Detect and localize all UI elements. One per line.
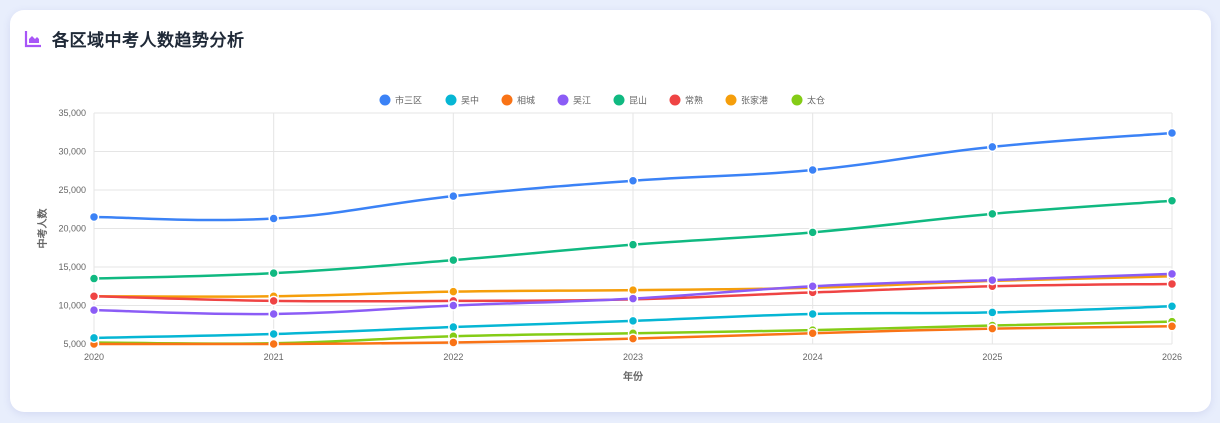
y-tick-label: 25,000 <box>58 185 86 195</box>
data-point[interactable] <box>627 315 639 327</box>
legend-dot-icon <box>669 94 681 106</box>
data-point[interactable] <box>807 308 818 320</box>
y-axis-title: 中考人数 <box>36 208 49 249</box>
data-point[interactable] <box>807 227 818 238</box>
legend-item-相城[interactable]: 相城 <box>501 94 536 107</box>
y-tick-label: 10,000 <box>58 301 86 311</box>
data-point[interactable] <box>627 284 639 296</box>
legend-dot-icon <box>613 94 625 106</box>
x-tick-label: 2025 <box>982 352 1002 362</box>
legend-dot-icon <box>501 94 513 106</box>
legend-label: 昆山 <box>629 96 647 107</box>
data-point[interactable] <box>807 281 818 292</box>
data-point[interactable] <box>627 175 639 187</box>
legend-label: 吴中 <box>461 95 479 107</box>
data-point[interactable] <box>807 327 818 339</box>
x-tick-label: 2022 <box>443 352 463 362</box>
series-相城 <box>88 321 1178 350</box>
legend-item-常熟[interactable]: 常熟 <box>669 94 704 107</box>
legend: 市三区 吴中 相城 吴江 昆山 常熟 张家港 太仓 <box>379 94 826 107</box>
area-chart-icon <box>24 30 41 47</box>
x-axis-title: 年份 <box>623 370 644 383</box>
data-point[interactable] <box>448 254 459 266</box>
y-tick-label: 5,000 <box>63 339 86 349</box>
series-昆山 <box>88 195 1178 284</box>
x-tick-label: 2024 <box>803 352 823 362</box>
data-point[interactable] <box>88 332 100 344</box>
data-point[interactable] <box>1166 301 1178 312</box>
legend-item-吴江[interactable]: 吴江 <box>557 94 592 107</box>
data-point[interactable] <box>448 300 459 311</box>
data-point[interactable] <box>1166 268 1178 280</box>
legend-label: 常熟 <box>685 95 703 107</box>
data-point[interactable] <box>627 333 639 344</box>
x-tick-label: 2020 <box>84 352 104 362</box>
series-吴江 <box>88 268 1178 320</box>
data-point[interactable] <box>268 295 279 307</box>
legend-label: 吴江 <box>573 96 591 107</box>
grid <box>93 112 1173 345</box>
x-tick-label: 2021 <box>264 352 284 362</box>
data-point[interactable] <box>1166 127 1178 139</box>
data-point[interactable] <box>88 273 100 284</box>
data-point[interactable] <box>448 190 459 202</box>
y-tick-label: 35,000 <box>58 108 86 118</box>
series-市三区 <box>88 127 1178 224</box>
legend-dot-icon <box>445 94 457 106</box>
data-point[interactable] <box>448 321 459 333</box>
series-group <box>88 127 1178 350</box>
data-point[interactable] <box>268 267 279 279</box>
data-point[interactable] <box>88 304 100 316</box>
y-tick-label: 20,000 <box>58 224 86 234</box>
y-tick-label: 15,000 <box>58 262 86 272</box>
data-point[interactable] <box>987 307 998 318</box>
legend-label: 市三区 <box>395 95 422 107</box>
data-point[interactable] <box>88 291 100 302</box>
data-point[interactable] <box>1166 278 1178 290</box>
data-point[interactable] <box>448 286 459 297</box>
x-tick-label: 2023 <box>623 352 643 362</box>
legend-dot-icon <box>791 94 803 106</box>
legend-item-市三区[interactable]: 市三区 <box>379 94 423 107</box>
data-point[interactable] <box>987 323 998 334</box>
chart-title: 各区域中考人数趋势分析 <box>52 31 245 51</box>
data-point[interactable] <box>987 274 998 286</box>
legend-dot-icon <box>725 94 737 106</box>
legend-label: 太仓 <box>807 95 825 107</box>
data-point[interactable] <box>987 141 998 153</box>
legend-item-张家港[interactable]: 张家港 <box>725 94 769 107</box>
data-point[interactable] <box>268 213 279 224</box>
data-point[interactable] <box>627 293 639 304</box>
legend-dot-icon <box>557 94 569 106</box>
data-point[interactable] <box>1166 195 1178 207</box>
data-point[interactable] <box>807 164 818 176</box>
legend-item-昆山[interactable]: 昆山 <box>613 94 648 107</box>
data-point[interactable] <box>627 239 639 250</box>
legend-item-吴中[interactable]: 吴中 <box>445 94 480 107</box>
series-吴中 <box>88 301 1178 344</box>
chart-header: 各区域中考人数趋势分析 <box>24 26 245 51</box>
data-point[interactable] <box>268 328 279 340</box>
data-point[interactable] <box>448 337 459 348</box>
data-point[interactable] <box>88 211 100 223</box>
legend-label: 相城 <box>517 95 535 107</box>
legend-item-太仓[interactable]: 太仓 <box>791 94 826 107</box>
x-tick-label: 2026 <box>1162 352 1182 362</box>
legend-label: 张家港 <box>741 95 768 107</box>
data-point[interactable] <box>987 208 998 220</box>
y-tick-label: 30,000 <box>58 147 86 157</box>
data-point[interactable] <box>268 308 279 320</box>
data-point[interactable] <box>1166 321 1178 332</box>
data-point[interactable] <box>268 338 279 350</box>
legend-dot-icon <box>379 94 391 106</box>
